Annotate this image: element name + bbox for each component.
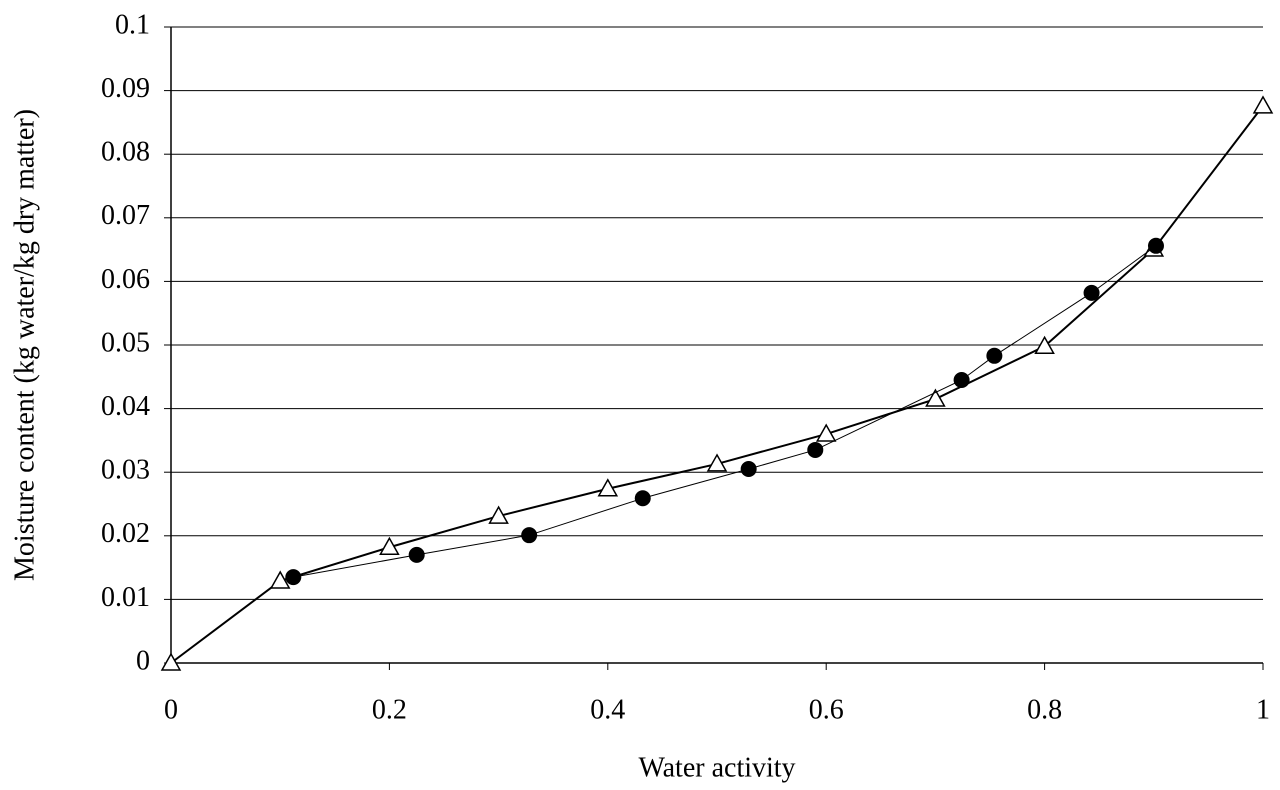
y-tick-label: 0.01 — [101, 582, 150, 613]
point — [408, 546, 425, 563]
point — [285, 569, 302, 586]
y-tick-label: 0.1 — [115, 9, 150, 40]
point — [597, 478, 619, 497]
x-tick-label: 0.2 — [372, 694, 407, 725]
x-tick-label: 0.4 — [590, 694, 625, 725]
x-tick-label: 0 — [164, 694, 178, 725]
point — [521, 527, 538, 544]
y-tick-label: 0.09 — [101, 73, 150, 104]
y-tick-label: 0 — [136, 645, 150, 676]
point — [815, 423, 837, 442]
point — [953, 371, 970, 388]
y-tick-label: 0.08 — [101, 137, 150, 168]
y-tick-label: 0.04 — [101, 391, 150, 422]
point — [706, 453, 728, 472]
point — [634, 490, 651, 507]
point — [1147, 237, 1164, 254]
point — [1252, 95, 1274, 114]
x-tick-label: 0.6 — [809, 694, 844, 725]
y-axis-label: Moisture content (kg water/kg dry matter… — [9, 109, 40, 581]
point — [925, 388, 946, 407]
point — [269, 570, 291, 589]
series-line — [293, 245, 1157, 578]
point — [160, 652, 182, 671]
point — [1034, 335, 1055, 355]
y-tick-label: 0.03 — [101, 455, 150, 486]
point — [986, 347, 1003, 364]
x-axis-label: Water activity — [638, 752, 795, 783]
x-tick-label: 1 — [1256, 694, 1270, 725]
x-tick-label: 0.8 — [1027, 694, 1062, 725]
y-tick-label: 0.06 — [101, 264, 150, 295]
y-tick-label: 0.02 — [101, 518, 150, 549]
point — [488, 505, 509, 524]
series-line — [170, 105, 1264, 664]
y-tick-label: 0.05 — [101, 327, 150, 358]
point — [807, 441, 824, 458]
point — [379, 536, 400, 555]
y-tick-label: 0.07 — [101, 200, 150, 231]
point — [740, 461, 757, 478]
point — [1083, 284, 1100, 301]
